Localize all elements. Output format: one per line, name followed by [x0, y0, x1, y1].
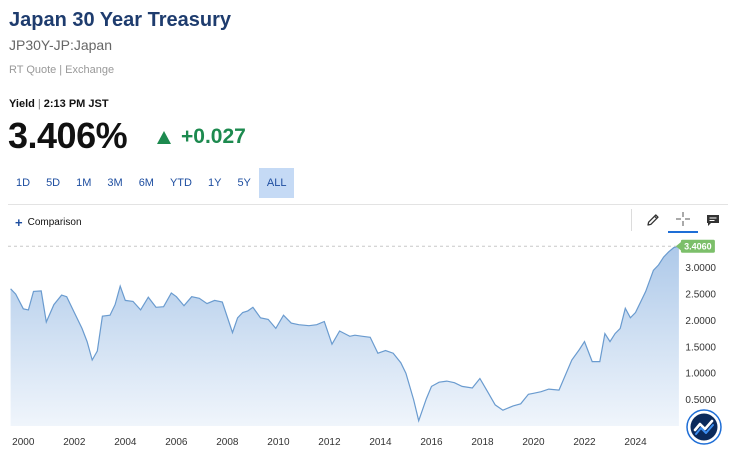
x-tick-label: 2010	[267, 437, 290, 448]
symbol-label: JP30Y-JP:Japan	[9, 37, 112, 53]
x-tick-label: 2014	[369, 437, 392, 448]
exchange-link[interactable]: Exchange	[65, 64, 115, 76]
range-button-1m[interactable]: 1M	[76, 177, 92, 189]
yield-time-label: Yield | 2:13 PM JST	[9, 98, 109, 110]
divider	[8, 204, 728, 205]
series-line	[10, 245, 680, 423]
comment-tool-button[interactable]	[698, 207, 728, 233]
range-button-5d[interactable]: 5D	[46, 177, 61, 189]
brand-logo-icon	[686, 409, 722, 445]
quote-time: 2:13 PM JST	[43, 98, 109, 110]
y-tick-label: 3.0000	[685, 263, 716, 274]
chart-toolbar	[631, 207, 728, 233]
x-tick-label: 2024	[624, 437, 647, 448]
draw-tool-button[interactable]	[638, 207, 668, 233]
comment-icon	[707, 215, 719, 226]
y-tick-label: 1.0000	[685, 369, 716, 380]
last-value-label: 3.4060	[684, 242, 712, 252]
price-change: +0.027	[157, 125, 246, 149]
x-tick-label: 2016	[420, 437, 443, 448]
range-button-6m[interactable]: 6M	[138, 177, 154, 189]
range-button-5y[interactable]: 5Y	[237, 177, 251, 189]
quote-type-label: RT Quote	[9, 64, 57, 76]
x-tick-label: 2018	[471, 437, 494, 448]
price-value: 3.406%	[8, 115, 128, 156]
x-tick-label: 2020	[522, 437, 545, 448]
yield-chart[interactable]: 0.5000 1.0000 1.5000 2.0000 2.5000 3.0000 2000…	[0, 232, 736, 459]
plus-icon: +	[15, 214, 23, 230]
range-button-1d[interactable]: 1D	[16, 177, 31, 189]
last-value-pointer	[675, 241, 682, 252]
comparison-label: Comparison	[27, 217, 82, 228]
time-range-selector: 1D 5D 1M 3M 6M YTD 1Y 5Y ALL	[8, 168, 295, 198]
x-tick-label: 2000	[12, 437, 35, 448]
x-tick-label: 2004	[114, 437, 137, 448]
range-button-ytd[interactable]: YTD	[169, 177, 192, 189]
up-triangle-icon	[157, 130, 171, 144]
range-button-1y[interactable]: 1Y	[207, 177, 222, 189]
quote-meta: RT Quote | Exchange	[9, 64, 115, 76]
series-area	[10, 246, 679, 426]
yield-label: Yield	[9, 98, 35, 110]
comparison-button[interactable]: + Comparison	[15, 214, 82, 230]
crosshair-icon	[676, 212, 690, 226]
x-tick-label: 2022	[573, 437, 596, 448]
y-tick-label: 2.0000	[685, 316, 716, 327]
change-value: +0.027	[181, 125, 246, 148]
toolbar-divider	[631, 209, 632, 231]
x-tick-label: 2002	[63, 437, 86, 448]
y-tick-label: 2.5000	[685, 290, 716, 301]
crosshair-tool-button[interactable]	[668, 207, 698, 233]
last-value-badge	[680, 239, 715, 253]
pencil-icon	[647, 214, 659, 226]
x-tick-label: 2012	[318, 437, 341, 448]
x-tick-label: 2006	[165, 437, 188, 448]
x-tick-label: 2008	[216, 437, 239, 448]
y-tick-label: 0.5000	[685, 395, 716, 406]
y-tick-label: 1.5000	[685, 342, 716, 353]
range-button-3m[interactable]: 3M	[107, 177, 123, 189]
range-button-all[interactable]: ALL	[258, 168, 295, 198]
page-title: Japan 30 Year Treasury	[9, 9, 232, 31]
